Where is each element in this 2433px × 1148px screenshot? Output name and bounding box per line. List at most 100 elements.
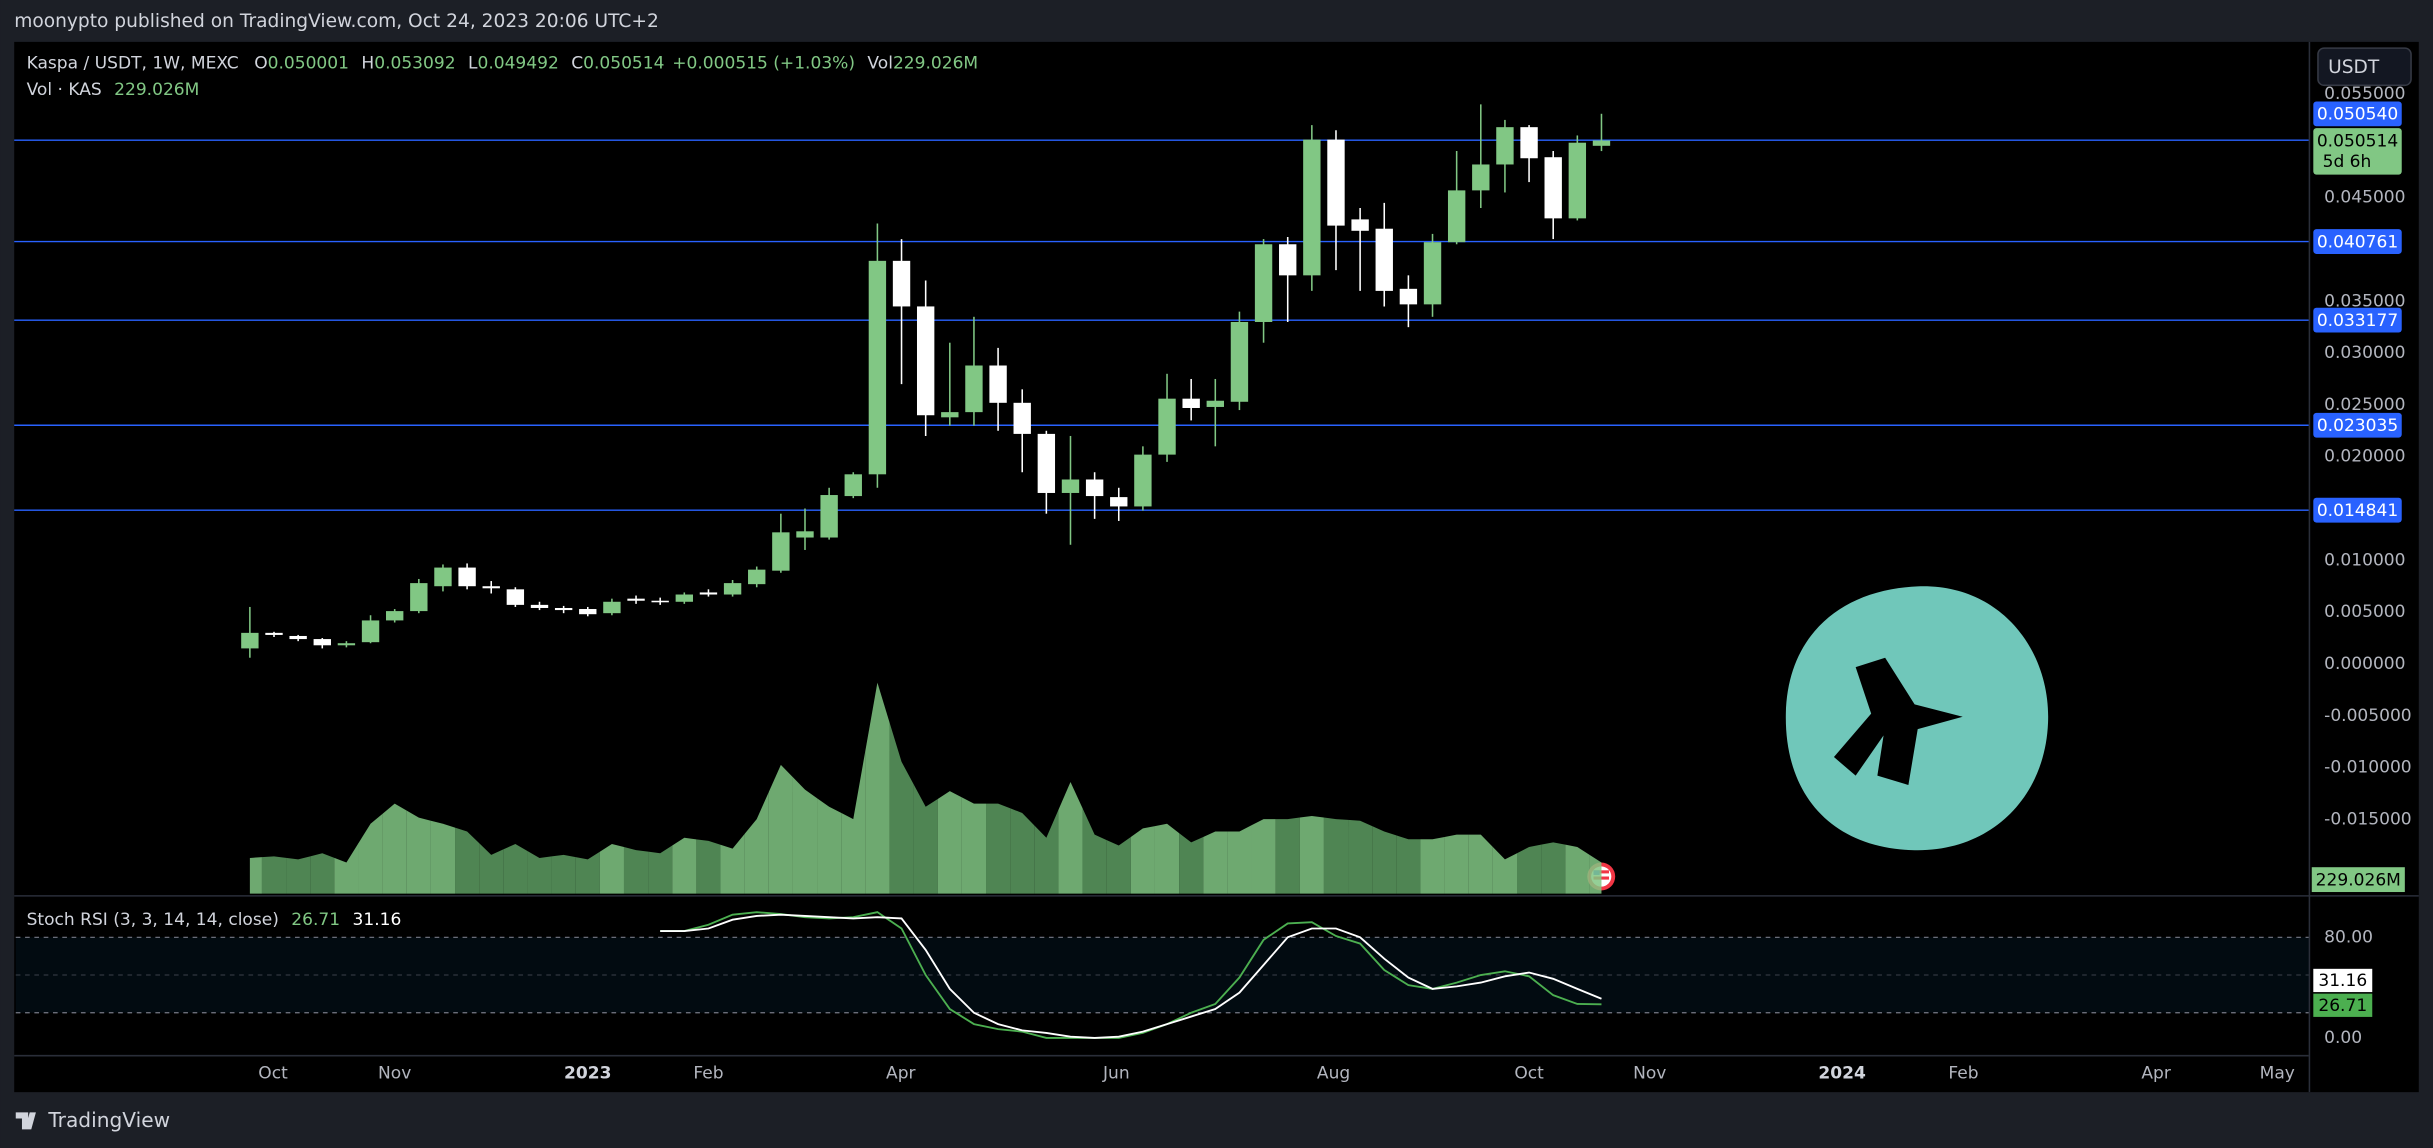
candle-body bbox=[723, 583, 742, 595]
candle-body bbox=[1279, 244, 1297, 276]
stoch-last-label: 26.71 bbox=[2318, 996, 2367, 1016]
y-tick-label: 0.045000 bbox=[2324, 188, 2405, 208]
footer-brand: TradingView bbox=[47, 1108, 170, 1132]
volume-segment bbox=[913, 784, 938, 894]
candle-body bbox=[1592, 140, 1611, 146]
volume-segment bbox=[382, 803, 407, 894]
volume-segment bbox=[455, 827, 480, 894]
volume-segment bbox=[430, 820, 456, 894]
stoch-title: Stoch RSI (3, 3, 14, 14, close) bbox=[27, 910, 279, 930]
y-tick-label: 0.020000 bbox=[2324, 447, 2405, 467]
candle-body bbox=[748, 569, 766, 585]
candle-body bbox=[627, 598, 645, 601]
x-tick-label: Oct bbox=[1514, 1064, 1544, 1084]
chart-area bbox=[14, 41, 2419, 1093]
volume-segment bbox=[406, 810, 431, 894]
volume-segment bbox=[720, 833, 745, 894]
volume-segment bbox=[696, 839, 721, 894]
stoch-d-value: 31.16 bbox=[353, 910, 402, 930]
volume-segment bbox=[1516, 844, 1542, 894]
vol-key: Vol bbox=[867, 54, 893, 74]
candle-body bbox=[506, 589, 525, 605]
ohlc-value: 0.049492 bbox=[477, 54, 558, 74]
x-tick-label: Feb bbox=[693, 1064, 723, 1084]
volume-segment bbox=[1058, 781, 1083, 894]
ohlc-key: O bbox=[254, 54, 267, 74]
price-level-box bbox=[2313, 412, 2402, 438]
stoch-last-box bbox=[2313, 968, 2373, 993]
candle-body bbox=[1472, 164, 1490, 191]
candle-body bbox=[1182, 398, 1200, 408]
x-tick-label: 2023 bbox=[564, 1064, 611, 1084]
price-level-box bbox=[2313, 307, 2402, 333]
x-tick-label: Nov bbox=[378, 1064, 411, 1084]
volume-segment bbox=[1034, 809, 1059, 894]
volume-segment bbox=[1348, 819, 1373, 894]
x-tick-label: Oct bbox=[258, 1064, 288, 1084]
volume-segment bbox=[575, 851, 600, 894]
candle-body bbox=[1327, 139, 1345, 226]
volume-segment bbox=[792, 777, 818, 894]
ohlc-value: 0.050001 bbox=[268, 54, 349, 74]
y-tick-label: 0.030000 bbox=[2324, 343, 2405, 363]
volume-segment bbox=[1130, 826, 1155, 894]
candle-body bbox=[892, 260, 911, 307]
candle-body bbox=[1303, 139, 1321, 276]
candle-body bbox=[1375, 228, 1393, 291]
volume-last-label: 229.026M bbox=[2316, 870, 2401, 890]
candle-body bbox=[989, 365, 1007, 403]
x-tick-label: Nov bbox=[1633, 1064, 1666, 1084]
candle-body bbox=[1520, 127, 1538, 159]
candle-body bbox=[361, 620, 380, 643]
volume-segment bbox=[937, 791, 962, 894]
header-text: moonypto published on TradingView.com, O… bbox=[14, 11, 659, 32]
candle-body bbox=[675, 594, 694, 602]
footer-logo bbox=[15, 1112, 36, 1130]
price-level-label: 0.033177 bbox=[2317, 311, 2398, 331]
volume-segment bbox=[358, 813, 383, 894]
price-level-label: 0.014841 bbox=[2317, 501, 2398, 521]
volume-segment bbox=[1275, 817, 1300, 894]
volume-segment bbox=[1565, 844, 1590, 894]
x-tick-label: Aug bbox=[1317, 1064, 1350, 1084]
volume-segment bbox=[1227, 825, 1252, 894]
volume-segment bbox=[1444, 834, 1469, 894]
candle-body bbox=[941, 412, 959, 418]
volume-segment bbox=[865, 682, 890, 894]
x-tick-label: Apr bbox=[886, 1064, 916, 1084]
x-tick-label: Apr bbox=[2141, 1064, 2171, 1084]
ohlc-key: H bbox=[361, 54, 374, 74]
y-tick-label: -0.010000 bbox=[2324, 758, 2412, 778]
volume-segment bbox=[648, 845, 673, 894]
change-value: +0.000515 (+1.03%) bbox=[672, 54, 855, 74]
candle-body bbox=[820, 495, 838, 538]
volume-segment bbox=[1179, 833, 1204, 894]
y-tick-label: 0.005000 bbox=[2324, 602, 2405, 622]
y-tick-label: 0.025000 bbox=[2324, 395, 2405, 415]
volume-segment bbox=[1299, 815, 1324, 894]
x-tick-label: May bbox=[2260, 1064, 2295, 1084]
candle-body bbox=[265, 632, 283, 635]
y-tick-label: 0.000000 bbox=[2324, 654, 2405, 674]
volume-segment bbox=[1106, 836, 1131, 894]
countdown-label: 5d 6h bbox=[2323, 152, 2372, 172]
volume-segment bbox=[672, 837, 697, 894]
volume-segment bbox=[986, 803, 1011, 894]
candle-body bbox=[1544, 157, 1562, 219]
x-tick-label: 2024 bbox=[1818, 1064, 1866, 1084]
volume-segment bbox=[1396, 835, 1421, 894]
y-tick-label: 0.00 bbox=[2324, 1028, 2362, 1048]
currency-label: USDT bbox=[2328, 57, 2380, 78]
price-level-box bbox=[2313, 101, 2402, 127]
candle-body bbox=[651, 600, 669, 603]
symbol-title: Kaspa / USDT, 1W, MEXC bbox=[27, 54, 239, 74]
volume-segment bbox=[1323, 817, 1349, 894]
candle-body bbox=[1447, 190, 1466, 243]
candle-body bbox=[1061, 479, 1080, 493]
candle-body bbox=[965, 365, 983, 413]
candle-body bbox=[337, 643, 356, 646]
candle-body bbox=[410, 583, 428, 612]
candle-body bbox=[1399, 288, 1418, 305]
volume-segment bbox=[623, 847, 649, 894]
